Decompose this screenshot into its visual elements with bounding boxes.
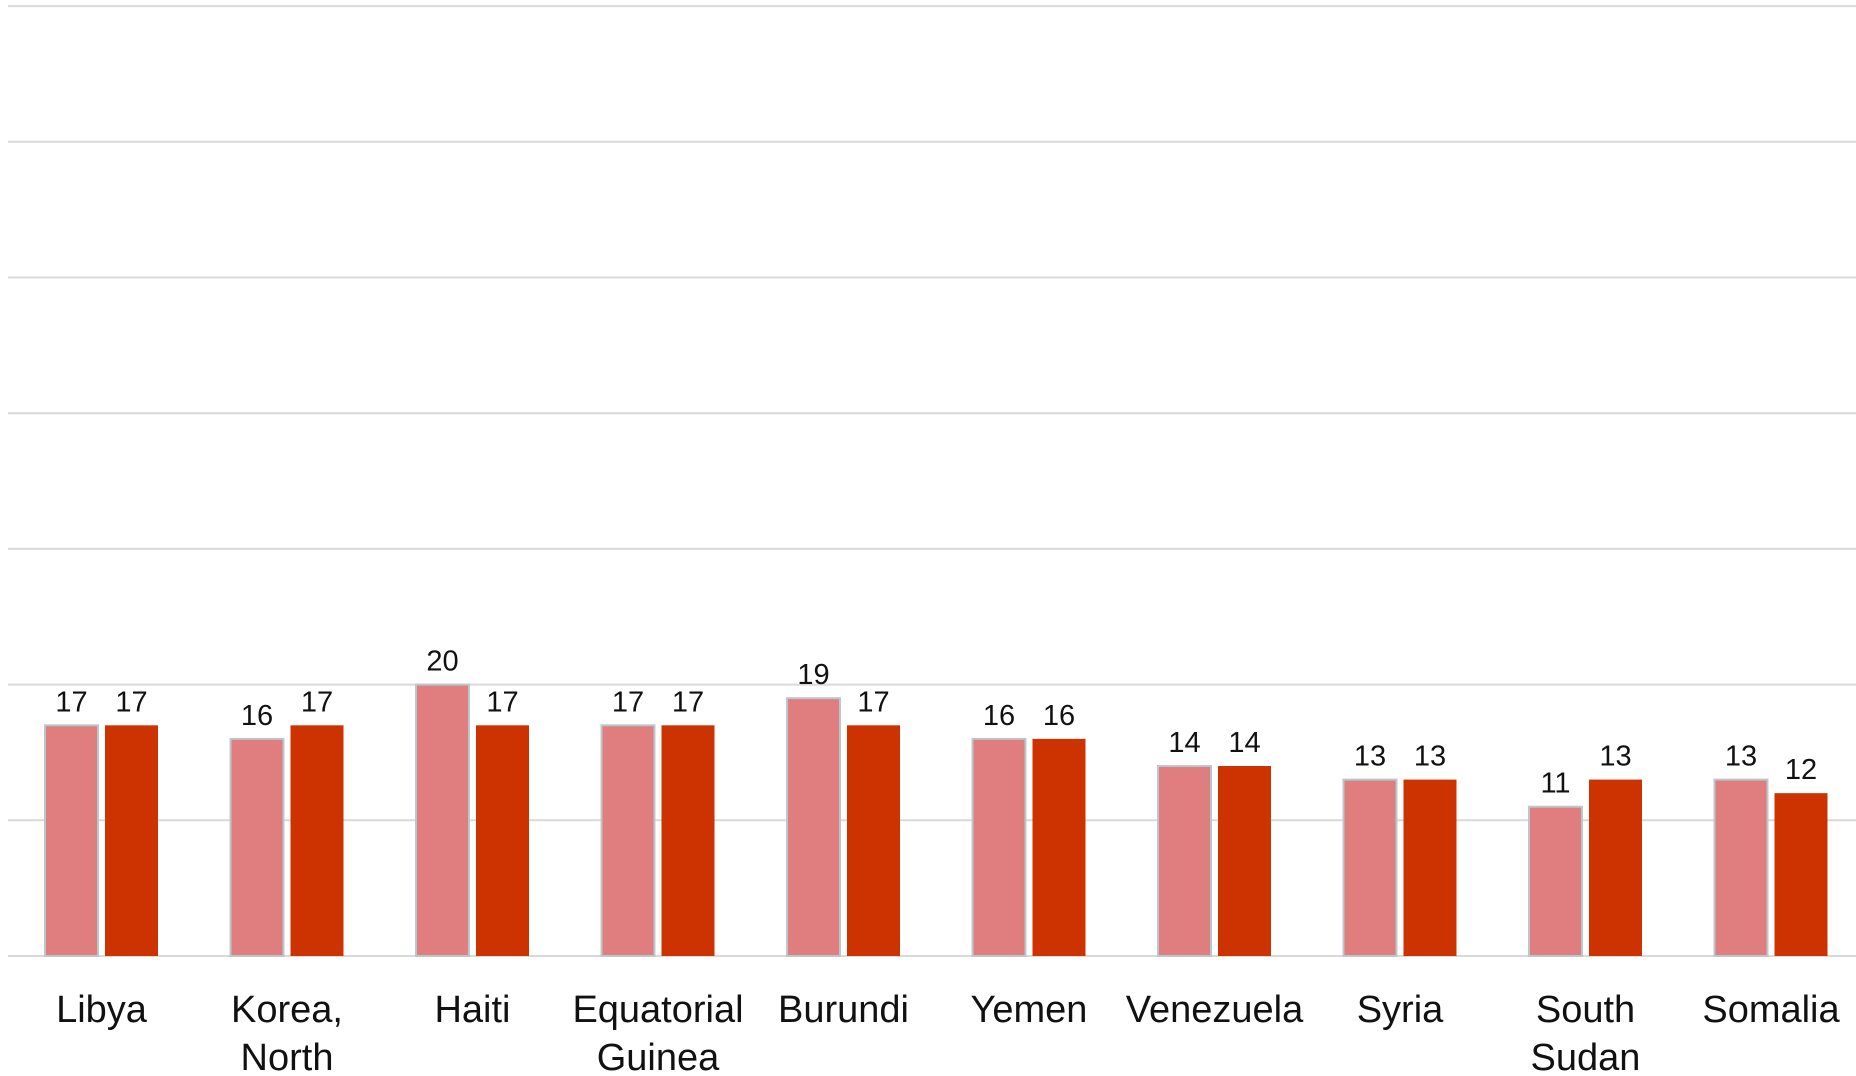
bar xyxy=(1528,805,1583,957)
category-label: Korea, North xyxy=(231,989,343,1076)
category-label-line: Syria xyxy=(1357,989,1444,1031)
bar xyxy=(600,724,656,957)
bar xyxy=(44,724,99,957)
category-label-line: Venezuela xyxy=(1126,989,1304,1031)
bar xyxy=(229,737,285,957)
data-label: 12 xyxy=(1785,754,1817,786)
category-label: South Sudan xyxy=(1531,989,1641,1076)
category-label: Burundi xyxy=(778,989,909,1031)
category-label: Syria xyxy=(1357,989,1444,1031)
bar xyxy=(971,737,1027,957)
category-label: Somalia xyxy=(1702,989,1840,1031)
bar xyxy=(1589,779,1642,956)
data-label: 17 xyxy=(672,686,704,718)
category-label-line: Haiti xyxy=(434,989,510,1031)
bar xyxy=(476,725,529,956)
data-label: 13 xyxy=(1725,741,1757,773)
bar xyxy=(1403,779,1457,956)
data-label: 20 xyxy=(426,646,458,678)
bar xyxy=(290,725,344,956)
bar xyxy=(105,725,158,956)
category-label-line: Korea, xyxy=(231,989,343,1031)
data-label: 13 xyxy=(1354,741,1386,773)
bars xyxy=(44,683,1828,958)
data-label: 17 xyxy=(857,686,889,718)
data-label: 19 xyxy=(797,659,829,691)
bar xyxy=(1032,738,1086,956)
bar xyxy=(415,683,470,957)
bar xyxy=(786,697,841,957)
data-label: 17 xyxy=(55,686,87,718)
category-label-line: Burundi xyxy=(778,989,909,1031)
category-label: Haiti xyxy=(434,989,510,1031)
bar xyxy=(1774,793,1828,956)
data-label: 11 xyxy=(1540,768,1570,800)
data-label: 14 xyxy=(1228,727,1260,759)
data-labels: 17 17 16 17 20 17 17 17 19 17 16 16 14 14 13 13 11 13 13 12 xyxy=(55,646,1817,800)
category-label: Libya xyxy=(56,989,148,1031)
category-label-line: Equatorial xyxy=(572,989,743,1031)
data-label: 13 xyxy=(1599,741,1631,773)
category-label-line: North xyxy=(241,1037,334,1076)
bar xyxy=(847,725,900,956)
data-label: 13 xyxy=(1414,741,1446,773)
bar xyxy=(661,725,715,956)
bar xyxy=(1218,766,1271,956)
category-label-line: Guinea xyxy=(597,1037,720,1076)
data-label: 17 xyxy=(612,686,644,718)
category-label-line: South xyxy=(1536,989,1635,1031)
category-label: Equatorial Guinea xyxy=(572,989,743,1076)
category-label-line: Yemen xyxy=(971,989,1088,1031)
data-label: 16 xyxy=(983,700,1015,732)
category-label-line: Libya xyxy=(56,989,148,1031)
data-label: 14 xyxy=(1168,727,1200,759)
category-label-line: Sudan xyxy=(1531,1037,1641,1076)
category-labels: Libya Korea, North Haiti Equatorial Guinea Bur… xyxy=(56,989,1840,1076)
bar xyxy=(1713,778,1769,958)
data-label: 16 xyxy=(1043,700,1075,732)
category-label-line: Somalia xyxy=(1702,989,1840,1031)
data-label: 17 xyxy=(486,686,518,718)
category-label: Yemen xyxy=(971,989,1088,1031)
data-label: 17 xyxy=(115,686,147,718)
data-label: 17 xyxy=(301,686,333,718)
bar xyxy=(1342,778,1398,958)
data-label: 16 xyxy=(241,700,273,732)
category-label: Venezuela xyxy=(1126,989,1304,1031)
bar xyxy=(1157,765,1212,958)
